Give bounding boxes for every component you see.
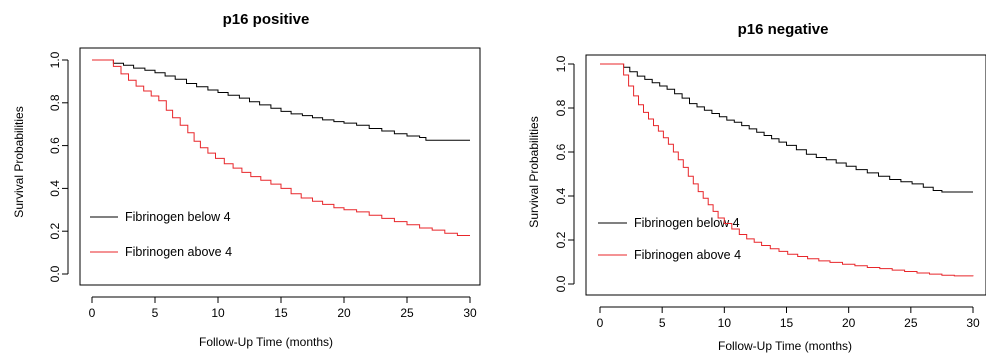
legend-label-below: Fibrinogen below 4 [125, 210, 231, 224]
x-tick-label: 20 [337, 306, 351, 320]
chart-title: p16 positive [223, 11, 310, 28]
y-tick-label: 0.0 [554, 275, 568, 292]
y-tick-label: 0.6 [554, 143, 568, 160]
y-tick-label: 1.0 [554, 55, 568, 72]
series-line-below [600, 63, 973, 193]
series-line-above [600, 63, 974, 277]
legend-label-below: Fibrinogen below 4 [634, 216, 740, 230]
y-tick-label: 1.0 [48, 51, 62, 68]
x-tick-label: 25 [400, 306, 414, 320]
series-line-above [92, 59, 470, 236]
y-tick-label: 0.2 [48, 223, 62, 240]
x-tick-label: 25 [904, 316, 918, 330]
y-tick-label: 0.0 [48, 265, 62, 282]
x-tick-label: 0 [597, 316, 604, 330]
legend-label-above: Fibrinogen above 4 [634, 248, 741, 262]
y-tick-label: 0.4 [48, 180, 62, 197]
plot-frame [585, 54, 986, 296]
x-tick-label: 30 [463, 306, 477, 320]
x-tick-label: 10 [211, 306, 225, 320]
series-line-below [92, 59, 470, 141]
y-tick-label: 0.4 [554, 187, 568, 204]
legend-label-above: Fibrinogen above 4 [125, 245, 232, 259]
plot-frame [79, 47, 481, 286]
chart-p16-positive: p16 positive Follow-Up Time (months) Sur… [12, 11, 481, 349]
y-axis-label: Survival Probabilities [527, 116, 541, 227]
chart-p16-negative: p16 negative Follow-Up Time (months) Sur… [527, 21, 986, 353]
x-tick-label: 10 [718, 316, 732, 330]
x-axis-label: Follow-Up Time (months) [199, 335, 333, 349]
y-tick-label: 0.8 [554, 99, 568, 116]
y-tick-label: 0.6 [48, 137, 62, 154]
x-axis-label: Follow-Up Time (months) [718, 339, 852, 353]
x-tick-label: 15 [780, 316, 794, 330]
x-tick-label: 5 [659, 316, 666, 330]
x-tick-label: 0 [89, 306, 96, 320]
y-axis-label: Survival Probabilities [12, 106, 26, 217]
x-tick-label: 30 [966, 316, 980, 330]
x-tick-label: 20 [842, 316, 856, 330]
x-tick-label: 5 [152, 306, 159, 320]
chart-title: p16 negative [738, 21, 829, 38]
y-tick-label: 0.2 [554, 231, 568, 248]
y-tick-label: 0.8 [48, 94, 62, 111]
x-tick-label: 15 [274, 306, 288, 320]
